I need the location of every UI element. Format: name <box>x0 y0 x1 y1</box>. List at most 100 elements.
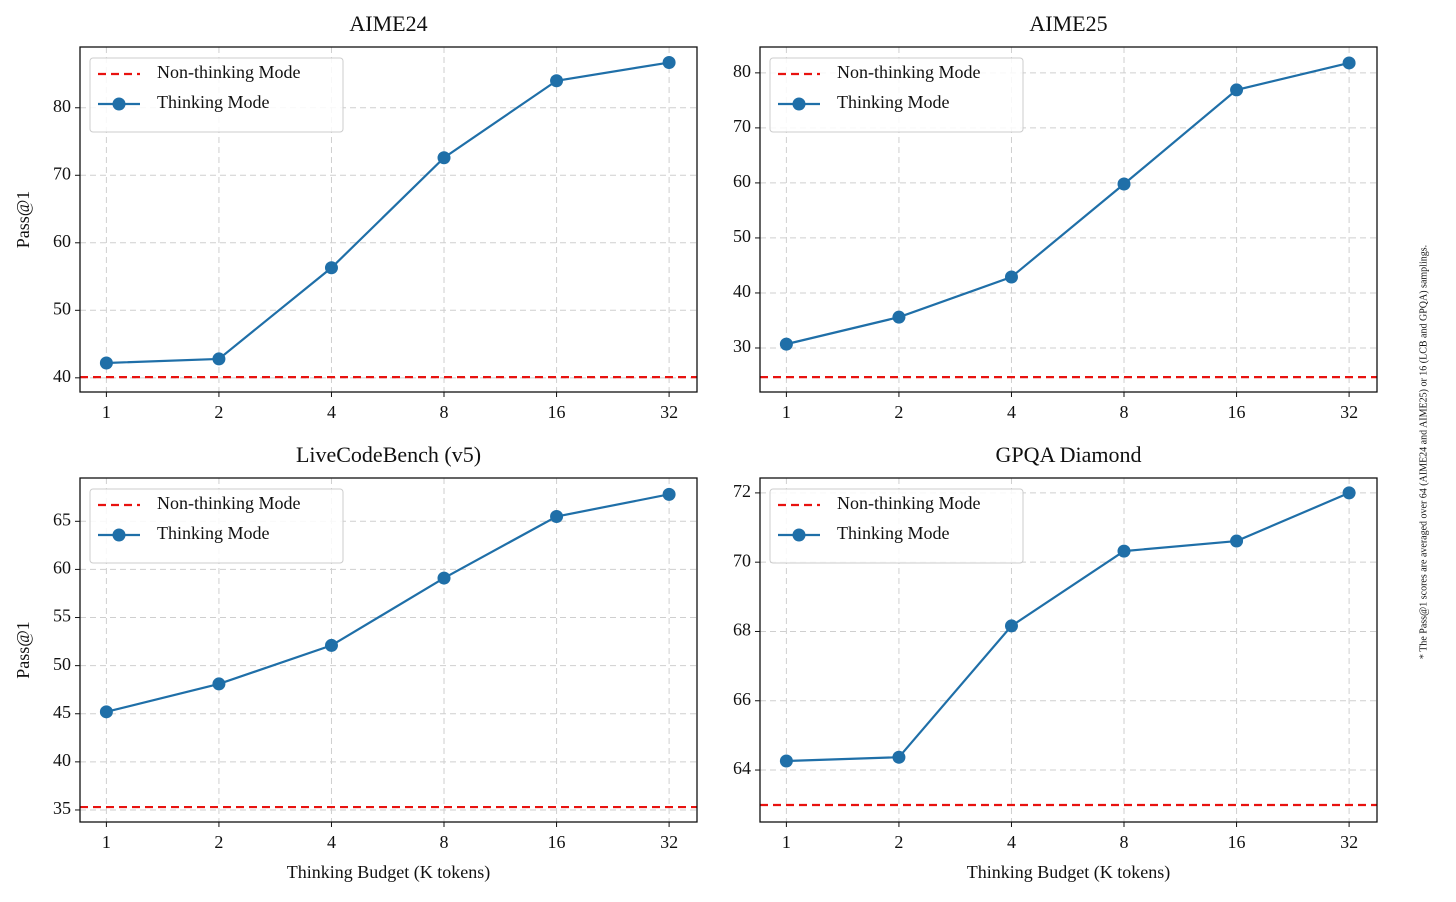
x-tick-label: 32 <box>1340 402 1358 422</box>
x-tick-label: 1 <box>782 402 791 422</box>
x-tick-label: 4 <box>1007 832 1016 852</box>
marker <box>212 677 226 691</box>
marker <box>1230 83 1244 97</box>
series-line <box>106 493 670 713</box>
legend-box <box>769 488 1024 564</box>
y-tick-label: 80 <box>53 96 71 116</box>
legend-label: Thinking Mode <box>157 523 270 543</box>
marker <box>550 509 564 523</box>
x-tick-label: 8 <box>440 402 449 422</box>
marker <box>212 352 226 366</box>
y-tick-label: 30 <box>733 336 751 356</box>
y-tick-label: 65 <box>53 509 71 529</box>
y-tick-label: 60 <box>53 558 71 578</box>
legend: Non-thinking Mode Thinking Mode <box>769 57 1024 133</box>
legend-label: Thinking Mode <box>837 523 950 543</box>
y-tick-label: 68 <box>733 620 751 640</box>
legend-box <box>769 57 1024 133</box>
marker <box>437 151 451 165</box>
marker <box>779 337 793 351</box>
y-tick-label: 80 <box>733 61 751 81</box>
marker <box>1342 486 1356 500</box>
marker <box>1004 270 1018 284</box>
x-tick-label: 4 <box>327 402 336 422</box>
legend-label: Thinking Mode <box>157 92 270 112</box>
x-tick-label: 2 <box>894 832 903 852</box>
marker <box>662 487 676 501</box>
marker <box>662 56 676 70</box>
x-tick-label: 8 <box>1120 832 1129 852</box>
marker <box>1117 177 1131 191</box>
y-tick-label: 60 <box>53 231 71 251</box>
chart-title: GPQA Diamond <box>995 442 1141 467</box>
marker <box>99 705 113 719</box>
series-line <box>786 61 1350 346</box>
y-tick-label: 70 <box>733 550 751 570</box>
marker <box>892 310 906 324</box>
marker <box>892 750 906 764</box>
plot-frame <box>79 477 698 823</box>
footnote: * The Pass@1 scores are averaged over 64… <box>1418 245 1429 659</box>
plot-frame <box>79 46 698 393</box>
y-axis-label: Pass@1 <box>13 621 33 679</box>
chart-title: AIME24 <box>349 11 427 36</box>
x-tick-label: 16 <box>1228 402 1246 422</box>
x-tick-label: 4 <box>327 832 336 852</box>
y-tick-label: 55 <box>53 606 71 626</box>
legend-marker <box>112 97 126 111</box>
marker <box>1117 544 1131 558</box>
x-tick-label: 16 <box>1228 832 1246 852</box>
x-tick-label: 1 <box>102 402 111 422</box>
y-tick-label: 50 <box>53 298 71 318</box>
marker <box>1004 619 1018 633</box>
marker <box>779 754 793 768</box>
y-tick-label: 64 <box>733 758 751 778</box>
series-line <box>106 61 670 365</box>
y-axis-label: Pass@1 <box>13 191 33 249</box>
y-tick-label: 60 <box>733 171 751 191</box>
x-tick-label: 1 <box>782 832 791 852</box>
legend-marker <box>792 528 806 542</box>
plot-frame <box>759 477 1378 823</box>
legend-marker <box>112 528 126 542</box>
legend: Non-thinking Mode Thinking Mode <box>89 488 344 564</box>
x-tick-label: 32 <box>660 832 678 852</box>
y-tick-label: 50 <box>733 226 751 246</box>
legend-label: Thinking Mode <box>837 92 950 112</box>
legend-marker <box>792 97 806 111</box>
y-tick-label: 66 <box>733 689 751 709</box>
marker <box>99 356 113 370</box>
marker <box>324 261 338 275</box>
marker <box>1230 534 1244 548</box>
y-tick-label: 70 <box>733 116 751 136</box>
x-tick-label: 2 <box>214 402 223 422</box>
legend: Non-thinking Mode Thinking Mode <box>769 488 1024 564</box>
y-tick-label: 72 <box>733 481 751 501</box>
x-tick-label: 16 <box>548 402 566 422</box>
x-tick-label: 32 <box>660 402 678 422</box>
x-tick-label: 1 <box>102 832 111 852</box>
series-line <box>786 491 1350 763</box>
x-tick-label: 32 <box>1340 832 1358 852</box>
y-tick-label: 40 <box>53 366 71 386</box>
legend-box <box>89 57 344 133</box>
x-tick-label: 16 <box>548 832 566 852</box>
y-tick-label: 70 <box>53 163 71 183</box>
x-tick-label: 2 <box>894 402 903 422</box>
marker <box>550 74 564 88</box>
legend-label: Non-thinking Mode <box>837 62 981 82</box>
marker <box>1342 56 1356 70</box>
y-tick-label: 35 <box>53 798 71 818</box>
marker <box>437 571 451 585</box>
plot-frame <box>759 46 1378 393</box>
y-tick-label: 50 <box>53 654 71 674</box>
y-tick-label: 40 <box>53 750 71 770</box>
chart-title: LiveCodeBench (v5) <box>296 442 481 467</box>
x-axis-label: Thinking Budget (K tokens) <box>287 862 490 883</box>
x-tick-label: 4 <box>1007 402 1016 422</box>
marker <box>324 638 338 652</box>
legend-label: Non-thinking Mode <box>157 493 301 513</box>
x-tick-label: 2 <box>214 832 223 852</box>
legend: Non-thinking Mode Thinking Mode <box>89 57 344 133</box>
